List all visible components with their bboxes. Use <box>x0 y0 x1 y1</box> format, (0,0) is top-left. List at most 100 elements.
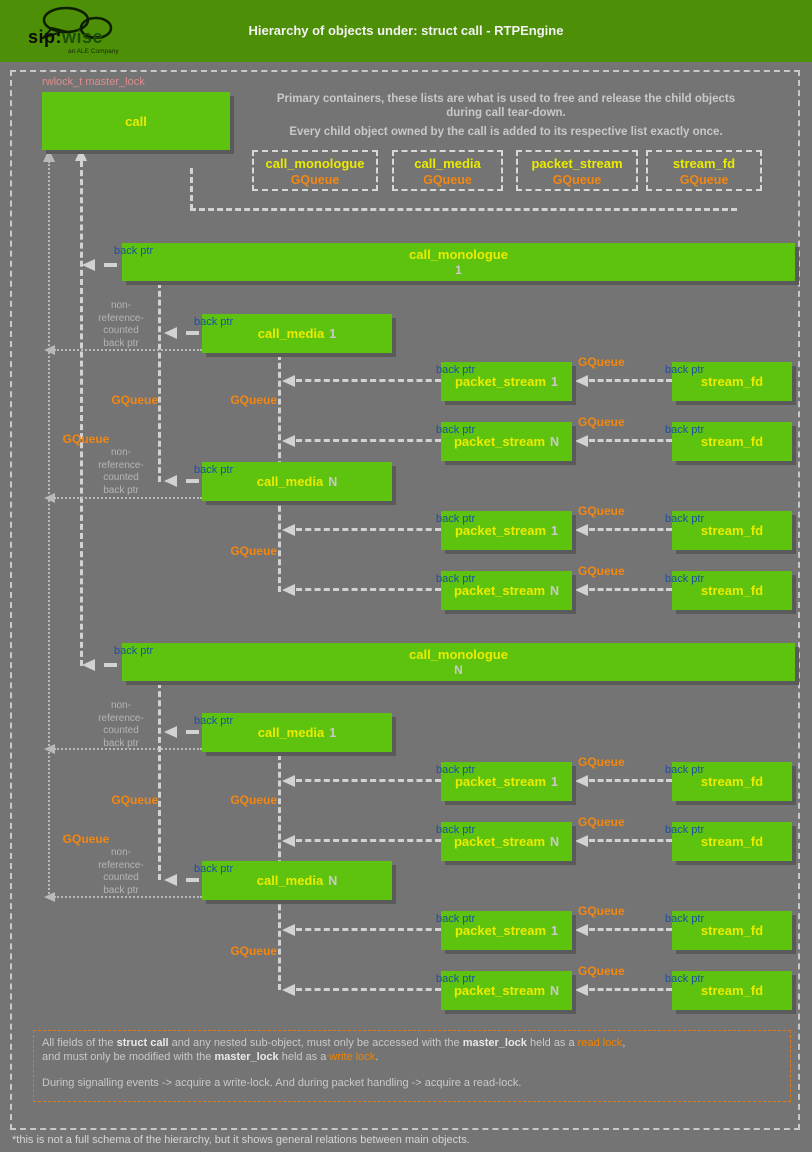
gqueue-label: GQueue <box>62 832 110 846</box>
write-lock-label: write lock <box>329 1050 376 1063</box>
speech-bubbles-icon <box>40 6 113 39</box>
arrow-left-icon <box>575 984 588 996</box>
packet-stream-box: packet_stream 1 <box>441 911 572 950</box>
gqueue-label: GQueue <box>62 432 110 446</box>
stream-fd-box: stream_fd <box>672 762 792 801</box>
queue-box-call-media: call_media GQueue <box>392 150 503 191</box>
stream-fd-box: stream_fd <box>672 362 792 401</box>
call-monologue-1-bar: call_monologue 1 <box>122 243 795 281</box>
arrow-left-icon <box>282 375 295 387</box>
dotted-arrow-left-icon <box>44 892 55 902</box>
call-monologue-n-bar: call_monologue N <box>122 643 795 681</box>
gqueue-label: GQueue <box>230 393 277 407</box>
arrow-left-icon <box>282 524 295 536</box>
gqueue-label: GQueue <box>111 393 158 407</box>
connector-line <box>296 839 441 842</box>
arrow-left-icon <box>164 475 177 487</box>
connector-dash <box>186 331 199 335</box>
packet-stream-box: packet_stream N <box>441 571 572 610</box>
arrow-left-icon <box>282 835 295 847</box>
non-ref-label: non-reference-counted back ptr <box>98 447 144 496</box>
sipwise-logo: sip:wise an ALE Company <box>26 3 156 59</box>
connector-line <box>296 928 441 931</box>
connector-line <box>589 928 672 931</box>
dotted-back-ptr-line <box>54 896 202 898</box>
connector-line <box>190 168 193 210</box>
gqueue-label: GQueue <box>578 815 625 829</box>
dotted-arrow-left-icon <box>44 345 55 355</box>
connector-line <box>589 528 672 531</box>
packet-stream-box: packet_stream 1 <box>441 511 572 550</box>
back-ptr-label: back ptr <box>436 424 476 436</box>
gqueue-label: GQueue <box>111 793 158 807</box>
connector-line <box>296 588 441 591</box>
connector-line <box>296 439 441 442</box>
call-media-box: call_media 1 <box>202 713 392 752</box>
connector-line <box>296 379 441 382</box>
back-ptr-label: back ptr <box>665 973 705 985</box>
up-arrow-icon <box>43 149 55 162</box>
back-ptr-label: back ptr <box>665 913 705 925</box>
connector-line <box>589 988 672 991</box>
arrow-left-icon <box>575 375 588 387</box>
intro-line-2: during call tear-down. <box>446 107 566 119</box>
gqueue-label: GQueue <box>578 564 625 578</box>
connector-line <box>190 208 737 211</box>
gqueue-label: GQueue <box>230 544 277 558</box>
page-title: Hierarchy of objects under: struct call … <box>248 23 564 38</box>
non-ref-label: non-reference-counted back ptr <box>98 847 144 896</box>
logo-wise: wise <box>62 27 104 47</box>
gqueue-label: GQueue <box>578 964 625 978</box>
back-ptr-label: back ptr <box>436 913 476 925</box>
back-ptr-label: back ptr <box>436 824 476 836</box>
arrow-left-icon <box>82 259 95 271</box>
connector-line <box>296 528 441 531</box>
back-ptr-label: back ptr <box>665 573 705 585</box>
arrow-left-icon <box>575 835 588 847</box>
packet-stream-box: packet_stream N <box>441 822 572 861</box>
dotted-back-ptr-line <box>54 349 202 351</box>
call-media-box: call_media N <box>202 462 392 501</box>
back-ptr-label: back ptr <box>436 764 476 776</box>
arrow-left-icon <box>164 327 177 339</box>
back-ptr-line <box>48 161 50 897</box>
gqueue-label: GQueue <box>578 504 625 518</box>
back-ptr-label: back ptr <box>194 316 234 328</box>
back-ptr-label: back ptr <box>436 513 476 525</box>
back-ptr-label: back ptr <box>114 245 154 257</box>
rwlock-label: rwlock_t master_lock <box>42 76 145 88</box>
info-line-1: All fields of the struct call and any ne… <box>42 1037 626 1049</box>
dotted-arrow-left-icon <box>44 744 55 754</box>
arrow-left-icon <box>575 775 588 787</box>
back-ptr-label: back ptr <box>436 573 476 585</box>
arrow-left-icon <box>282 775 295 787</box>
info-line-2: and must only be modified with the maste… <box>42 1050 379 1063</box>
connector-line <box>296 988 441 991</box>
stream-fd-box: stream_fd <box>672 511 792 550</box>
back-ptr-label: back ptr <box>665 513 705 525</box>
up-arrow-icon <box>75 148 87 161</box>
connector-dash <box>186 479 199 483</box>
connector-line <box>589 588 672 591</box>
back-ptr-label: back ptr <box>665 764 705 776</box>
stream-fd-box: stream_fd <box>672 571 792 610</box>
gqueue-label: GQueue <box>578 904 625 918</box>
dotted-back-ptr-line <box>54 748 202 750</box>
back-ptr-label: back ptr <box>194 863 234 875</box>
connector-dash <box>104 263 117 267</box>
gqueue-label: GQueue <box>578 355 625 369</box>
intro-text: Primary containers, these lists are what… <box>250 92 762 139</box>
arrow-left-icon <box>575 524 588 536</box>
gqueue-label: GQueue <box>578 415 625 429</box>
gqueue-label: GQueue <box>230 793 277 807</box>
packet-stream-box: packet_stream N <box>441 971 572 1010</box>
connector-dash <box>104 663 117 667</box>
back-ptr-label: back ptr <box>665 364 705 376</box>
back-ptr-label: back ptr <box>665 824 705 836</box>
arrow-left-icon <box>282 435 295 447</box>
call-media-box: call_media 1 <box>202 314 392 353</box>
back-ptr-label: back ptr <box>436 973 476 985</box>
logo-sip: sip: <box>28 27 63 47</box>
queue-box-stream-fd: stream_fd GQueue <box>646 150 762 191</box>
intro-line-3: Every child object owned by the call is … <box>289 126 723 138</box>
